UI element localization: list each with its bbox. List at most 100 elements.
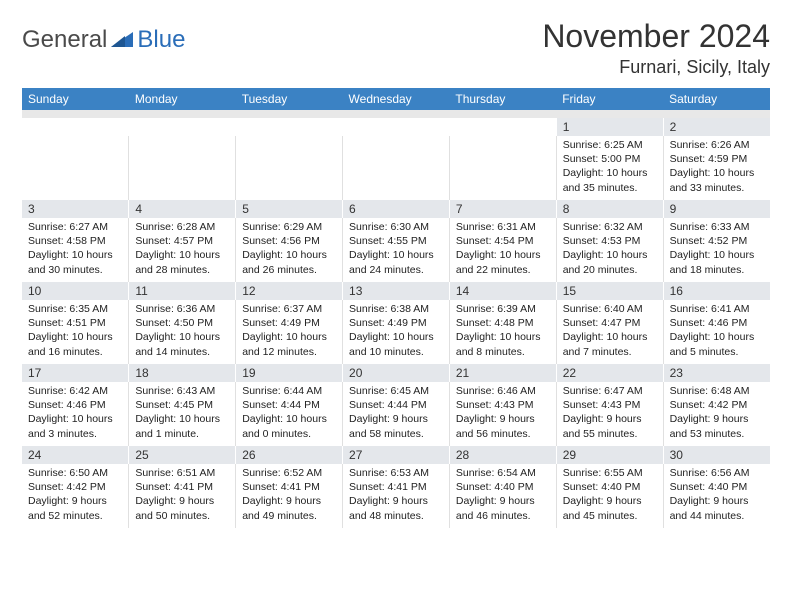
daylight-text-1: Daylight: 10 hours [135, 330, 229, 344]
date-cell: 12 [236, 282, 343, 300]
day-header-monday: Monday [129, 88, 236, 110]
date-cell: 18 [129, 364, 236, 382]
day-content-cell: Sunrise: 6:33 AMSunset: 4:52 PMDaylight:… [663, 218, 770, 282]
daylight-text-2: and 44 minutes. [670, 509, 764, 523]
daylight-text-1: Daylight: 10 hours [135, 412, 229, 426]
date-cell: 27 [343, 446, 450, 464]
daylight-text-2: and 7 minutes. [563, 345, 657, 359]
daylight-text-1: Daylight: 10 hours [28, 412, 122, 426]
sunrise-text: Sunrise: 6:31 AM [456, 220, 550, 234]
date-cell: 4 [129, 200, 236, 218]
day-header-wednesday: Wednesday [343, 88, 450, 110]
day-content-cell: Sunrise: 6:37 AMSunset: 4:49 PMDaylight:… [236, 300, 343, 364]
date-cell: 9 [663, 200, 770, 218]
day-content-cell: Sunrise: 6:45 AMSunset: 4:44 PMDaylight:… [343, 382, 450, 446]
content-row: Sunrise: 6:25 AMSunset: 5:00 PMDaylight:… [22, 136, 770, 200]
day-content-cell: Sunrise: 6:50 AMSunset: 4:42 PMDaylight:… [22, 464, 129, 528]
logo-text-blue: Blue [137, 26, 185, 54]
date-cell [449, 118, 556, 136]
date-row: 12 [22, 118, 770, 136]
daylight-text-1: Daylight: 9 hours [28, 494, 122, 508]
daylight-text-2: and 12 minutes. [242, 345, 336, 359]
sunrise-text: Sunrise: 6:40 AM [563, 302, 657, 316]
sunrise-text: Sunrise: 6:46 AM [456, 384, 550, 398]
date-row: 10111213141516 [22, 282, 770, 300]
sunset-text: Sunset: 4:59 PM [670, 152, 764, 166]
day-content-cell: Sunrise: 6:54 AMSunset: 4:40 PMDaylight:… [449, 464, 556, 528]
day-content-cell: Sunrise: 6:36 AMSunset: 4:50 PMDaylight:… [129, 300, 236, 364]
daylight-text-2: and 14 minutes. [135, 345, 229, 359]
date-cell [22, 118, 129, 136]
daylight-text-1: Daylight: 10 hours [242, 412, 336, 426]
daylight-text-2: and 0 minutes. [242, 427, 336, 441]
daylight-text-1: Daylight: 10 hours [563, 166, 657, 180]
daylight-text-2: and 5 minutes. [670, 345, 764, 359]
date-cell: 28 [449, 446, 556, 464]
day-content-cell: Sunrise: 6:56 AMSunset: 4:40 PMDaylight:… [663, 464, 770, 528]
sunset-text: Sunset: 4:52 PM [670, 234, 764, 248]
date-cell: 6 [343, 200, 450, 218]
sunrise-text: Sunrise: 6:26 AM [670, 138, 764, 152]
day-content-cell [22, 136, 129, 200]
daylight-text-2: and 10 minutes. [349, 345, 443, 359]
day-header-sunday: Sunday [22, 88, 129, 110]
daylight-text-2: and 26 minutes. [242, 263, 336, 277]
day-content-cell: Sunrise: 6:25 AMSunset: 5:00 PMDaylight:… [556, 136, 663, 200]
daylight-text-1: Daylight: 10 hours [242, 330, 336, 344]
daylight-text-2: and 28 minutes. [135, 263, 229, 277]
day-content-cell: Sunrise: 6:40 AMSunset: 4:47 PMDaylight:… [556, 300, 663, 364]
daylight-text-1: Daylight: 10 hours [670, 166, 764, 180]
sunrise-text: Sunrise: 6:42 AM [28, 384, 122, 398]
sunset-text: Sunset: 4:48 PM [456, 316, 550, 330]
daylight-text-1: Daylight: 10 hours [456, 330, 550, 344]
daylight-text-2: and 3 minutes. [28, 427, 122, 441]
date-cell: 1 [556, 118, 663, 136]
sunset-text: Sunset: 4:40 PM [456, 480, 550, 494]
sunrise-text: Sunrise: 6:37 AM [242, 302, 336, 316]
day-content-cell: Sunrise: 6:26 AMSunset: 4:59 PMDaylight:… [663, 136, 770, 200]
date-cell: 8 [556, 200, 663, 218]
daylight-text-2: and 48 minutes. [349, 509, 443, 523]
sunrise-text: Sunrise: 6:47 AM [563, 384, 657, 398]
date-cell: 19 [236, 364, 343, 382]
content-row: Sunrise: 6:27 AMSunset: 4:58 PMDaylight:… [22, 218, 770, 282]
day-content-cell [129, 136, 236, 200]
date-cell: 23 [663, 364, 770, 382]
daylight-text-1: Daylight: 9 hours [670, 412, 764, 426]
date-cell: 30 [663, 446, 770, 464]
daylight-text-1: Daylight: 9 hours [563, 412, 657, 426]
sunset-text: Sunset: 4:40 PM [670, 480, 764, 494]
sunrise-text: Sunrise: 6:32 AM [563, 220, 657, 234]
day-content-cell: Sunrise: 6:38 AMSunset: 4:49 PMDaylight:… [343, 300, 450, 364]
daylight-text-1: Daylight: 9 hours [135, 494, 229, 508]
date-cell: 10 [22, 282, 129, 300]
date-cell: 11 [129, 282, 236, 300]
sunset-text: Sunset: 4:56 PM [242, 234, 336, 248]
sunset-text: Sunset: 4:51 PM [28, 316, 122, 330]
daylight-text-2: and 45 minutes. [563, 509, 657, 523]
sunrise-text: Sunrise: 6:45 AM [349, 384, 443, 398]
sunrise-text: Sunrise: 6:33 AM [670, 220, 764, 234]
sunrise-text: Sunrise: 6:25 AM [563, 138, 657, 152]
date-cell: 15 [556, 282, 663, 300]
day-header-friday: Friday [556, 88, 663, 110]
sunset-text: Sunset: 4:43 PM [456, 398, 550, 412]
location: Furnari, Sicily, Italy [542, 57, 770, 78]
daylight-text-1: Daylight: 9 hours [349, 412, 443, 426]
sunset-text: Sunset: 4:49 PM [349, 316, 443, 330]
day-content-cell: Sunrise: 6:47 AMSunset: 4:43 PMDaylight:… [556, 382, 663, 446]
sunrise-text: Sunrise: 6:30 AM [349, 220, 443, 234]
day-content-cell: Sunrise: 6:46 AMSunset: 4:43 PMDaylight:… [449, 382, 556, 446]
day-content-cell [236, 136, 343, 200]
sunset-text: Sunset: 4:45 PM [135, 398, 229, 412]
daylight-text-1: Daylight: 9 hours [242, 494, 336, 508]
sunrise-text: Sunrise: 6:50 AM [28, 466, 122, 480]
sunrise-text: Sunrise: 6:43 AM [135, 384, 229, 398]
daylight-text-2: and 16 minutes. [28, 345, 122, 359]
day-content-cell: Sunrise: 6:53 AMSunset: 4:41 PMDaylight:… [343, 464, 450, 528]
date-row: 17181920212223 [22, 364, 770, 382]
day-content-cell: Sunrise: 6:39 AMSunset: 4:48 PMDaylight:… [449, 300, 556, 364]
daylight-text-1: Daylight: 9 hours [349, 494, 443, 508]
day-content-cell: Sunrise: 6:32 AMSunset: 4:53 PMDaylight:… [556, 218, 663, 282]
logo: General Blue [22, 26, 185, 54]
